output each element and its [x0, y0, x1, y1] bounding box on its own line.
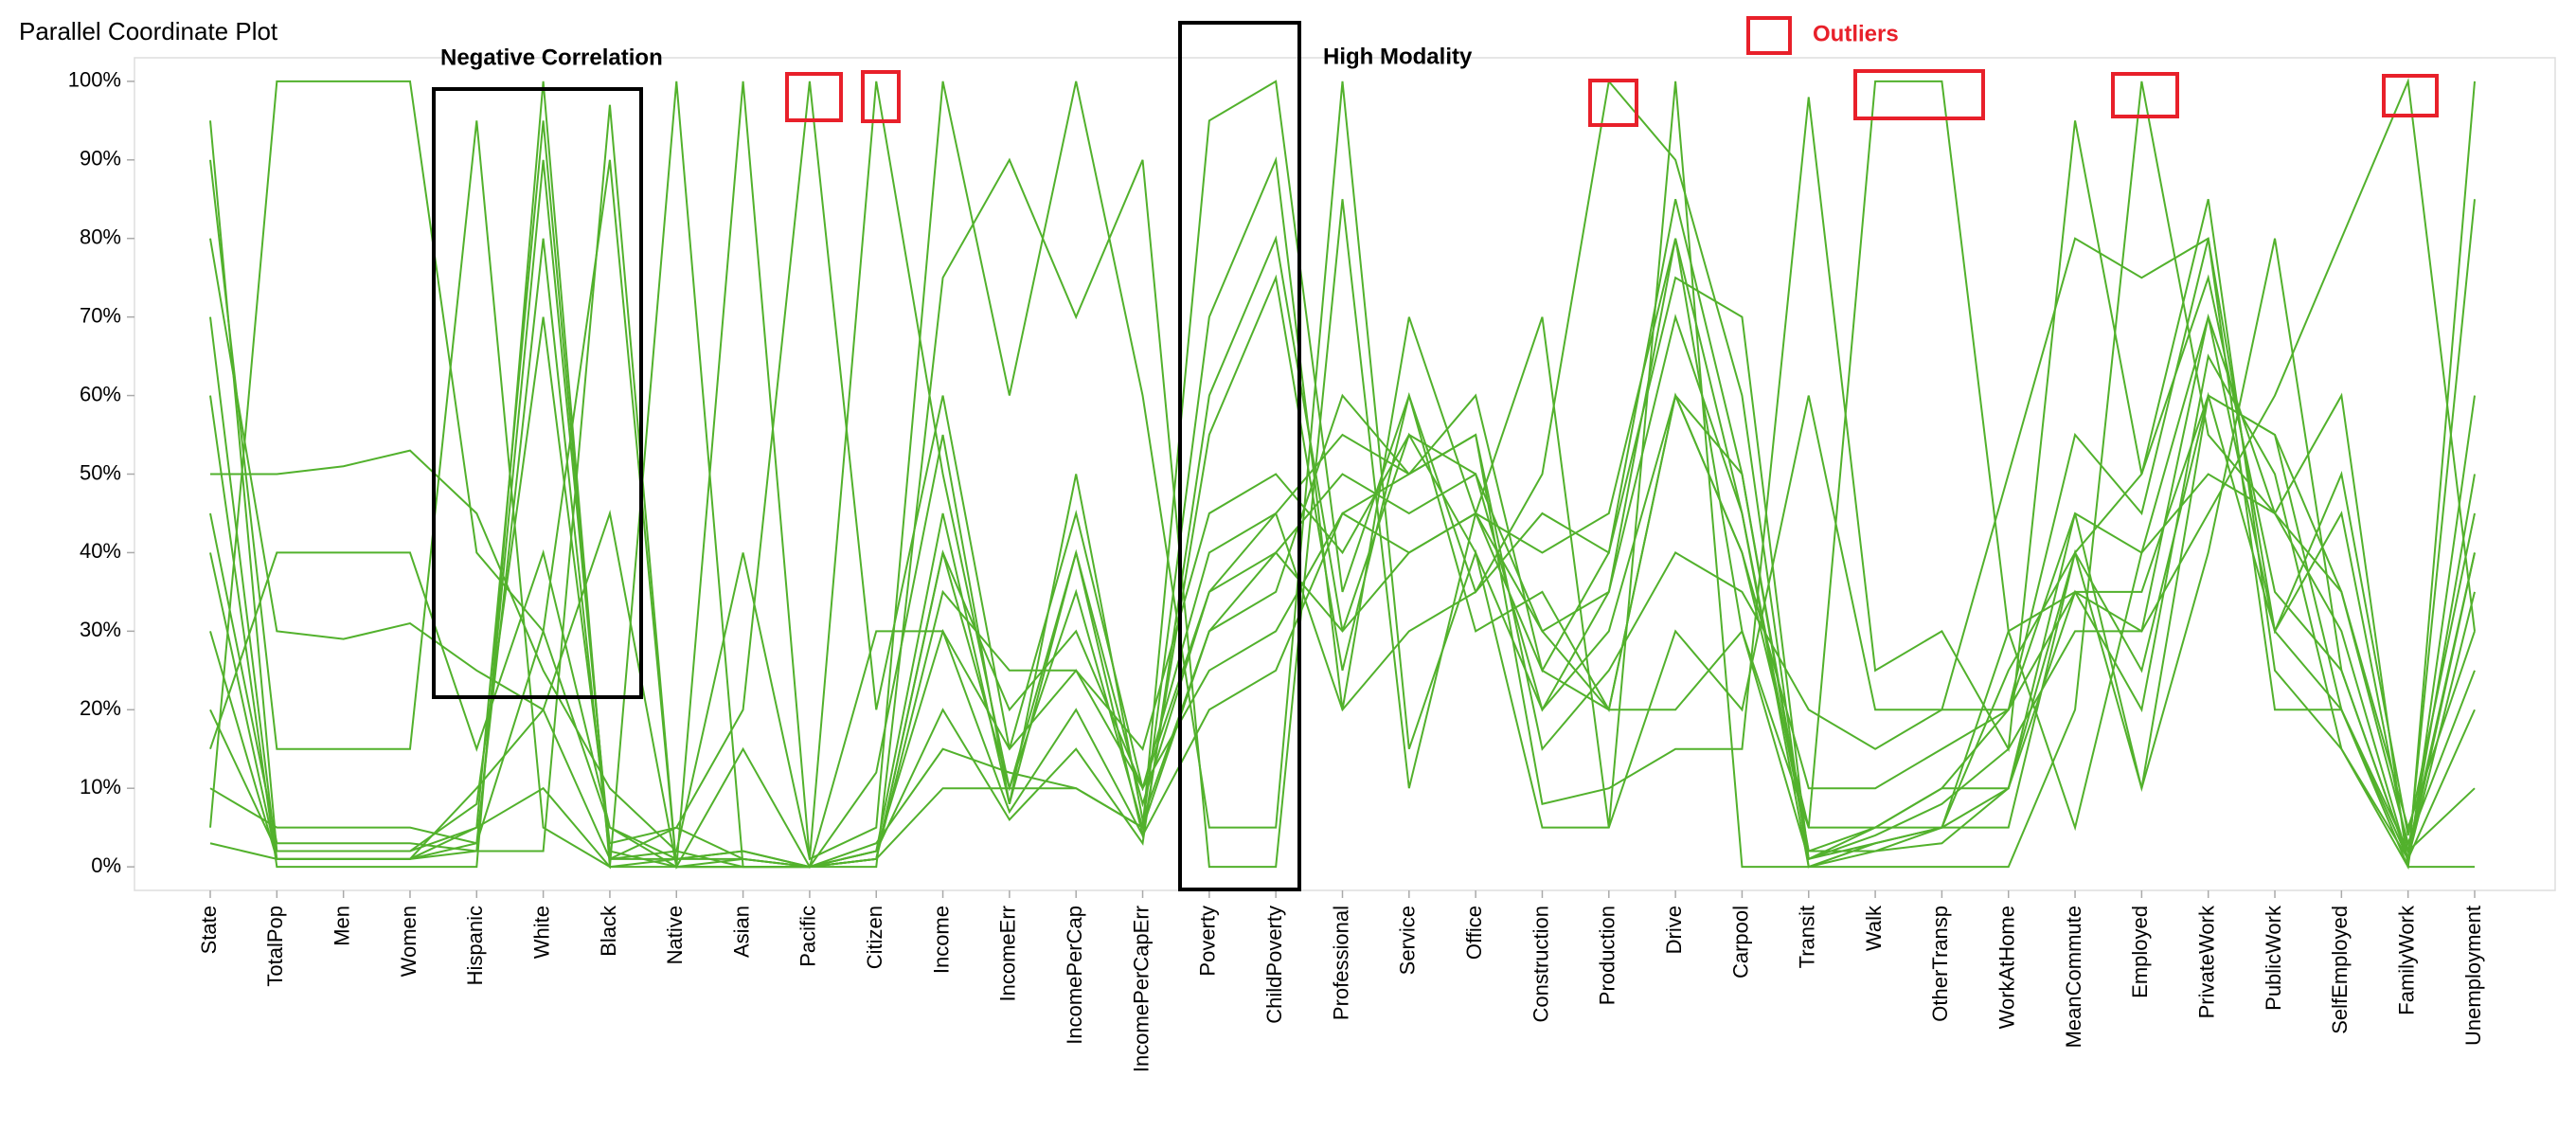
- y-tick-label: 10%: [80, 775, 121, 799]
- x-tick-label: Asian: [729, 906, 753, 958]
- annotation: Outliers: [1813, 21, 1899, 46]
- y-tick-label: 40%: [80, 539, 121, 563]
- x-tick-label: Employed: [2128, 906, 2152, 998]
- x-tick-label: Construction: [1529, 906, 1552, 1023]
- x-tick-label: Professional: [1329, 906, 1352, 1020]
- x-tick-label: Production: [1596, 906, 1619, 1005]
- series-line: [209, 80, 2476, 869]
- x-tick-label: Drive: [1662, 906, 1686, 954]
- x-tick-label: Pacific: [796, 906, 820, 967]
- x-tick-label: OtherTransp: [1928, 906, 1952, 1022]
- y-tick-label: 30%: [80, 618, 121, 641]
- outlier-box: [1853, 69, 1985, 120]
- x-tick-label: SelfEmployed: [2328, 906, 2352, 1034]
- x-tick-label: State: [197, 906, 221, 954]
- series-line: [209, 81, 2476, 869]
- annotation: Negative Correlation: [440, 45, 663, 70]
- x-tick-label: Carpool: [1728, 906, 1752, 978]
- annotation: High Modality: [1323, 44, 1473, 69]
- outlier-box: [2382, 74, 2439, 117]
- x-tick-label: Citizen: [863, 906, 886, 969]
- plot-frame: [134, 57, 2556, 891]
- x-tick-label: Hispanic: [463, 906, 487, 985]
- x-tick-label: IncomeErr: [996, 906, 1020, 1001]
- series-line: [209, 81, 2475, 869]
- x-tick-label: MeanCommute: [2062, 906, 2085, 1048]
- y-tick-label: 70%: [80, 303, 121, 327]
- x-tick-label: Transit: [1796, 906, 1819, 968]
- x-tick-label: ChildPoverty: [1262, 906, 1286, 1024]
- x-tick-label: FamilyWork: [2394, 905, 2418, 1015]
- x-tick-label: Service: [1396, 906, 1420, 975]
- axes: 0% 10% 20% 30% 40% 50% 60% 70% 80% 90% 100% State To…: [68, 68, 2485, 1072]
- lines: [209, 78, 2476, 871]
- y-tick-label: 90%: [80, 147, 121, 171]
- x-tick-label: Poverty: [1196, 906, 1220, 977]
- x-tick-label: Men: [330, 906, 353, 946]
- y-tick-label: 80%: [80, 225, 121, 249]
- outlier-box: [1588, 79, 1638, 127]
- x-tick-label: Unemployment: [2461, 906, 2485, 1046]
- outlier-box: [785, 72, 843, 122]
- x-tick-label: Women: [397, 906, 420, 977]
- outlier-box: [2111, 72, 2179, 118]
- x-tick-label: Walk: [1862, 905, 1886, 951]
- outlier-legend-box: [1746, 16, 1792, 55]
- outlier-box: [861, 70, 901, 123]
- y-tick-label: 0%: [91, 853, 121, 877]
- outlier-boxes: [785, 69, 2439, 127]
- y-tick-label: 20%: [80, 696, 121, 720]
- x-tick-label: Black: [597, 905, 620, 957]
- chart-title: Parallel Coordinate Plot: [19, 17, 278, 45]
- y-tick-label: 100%: [68, 68, 121, 92]
- x-tick-label: Income: [929, 906, 953, 974]
- x-tick-label: PublicWork: [2262, 905, 2285, 1011]
- x-tick-label: IncomePerCap: [1063, 906, 1086, 1045]
- x-tick-label: White: [529, 906, 553, 959]
- series-line: [209, 81, 2476, 869]
- series-line: [210, 81, 2476, 862]
- x-tick-label: Native: [663, 906, 687, 964]
- x-tick-label: WorkAtHome: [1995, 906, 2019, 1029]
- x-tick-label: TotalPop: [263, 906, 287, 987]
- x-tick-label: PrivateWork: [2195, 905, 2219, 1018]
- annotation-box: [1178, 21, 1301, 891]
- annotation-box: [432, 87, 643, 699]
- series-line: [209, 97, 2476, 870]
- x-tick-label: IncomePerCapErr: [1129, 906, 1153, 1072]
- x-tick-label: Office: [1462, 906, 1486, 960]
- series-line: [209, 78, 2476, 869]
- y-tick-label: 60%: [80, 382, 121, 405]
- y-tick-label: 50%: [80, 460, 121, 484]
